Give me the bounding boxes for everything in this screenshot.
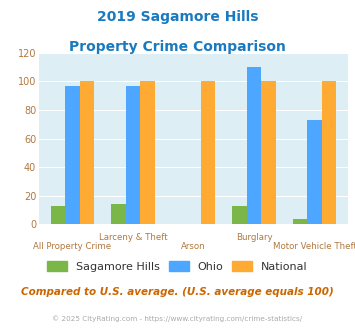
Bar [293, 219, 307, 224]
Bar [261, 82, 276, 224]
Text: 2019 Sagamore Hills: 2019 Sagamore Hills [97, 10, 258, 24]
Bar [140, 82, 155, 224]
Text: Property Crime Comparison: Property Crime Comparison [69, 40, 286, 53]
Bar [50, 206, 65, 224]
Text: Burglary: Burglary [236, 233, 272, 242]
Text: Compared to U.S. average. (U.S. average equals 100): Compared to U.S. average. (U.S. average … [21, 287, 334, 297]
Text: Motor Vehicle Theft: Motor Vehicle Theft [273, 242, 355, 250]
Text: Larceny & Theft: Larceny & Theft [99, 233, 167, 242]
Bar [307, 120, 322, 224]
Bar [126, 86, 140, 224]
Text: Arson: Arson [181, 242, 206, 250]
Bar [322, 82, 337, 224]
Legend: Sagamore Hills, Ohio, National: Sagamore Hills, Ohio, National [43, 256, 312, 276]
Text: All Property Crime: All Property Crime [33, 242, 111, 250]
Text: © 2025 CityRating.com - https://www.cityrating.com/crime-statistics/: © 2025 CityRating.com - https://www.city… [53, 315, 302, 322]
Bar [232, 206, 247, 224]
Bar [80, 82, 94, 224]
Bar [201, 82, 215, 224]
Bar [247, 67, 261, 224]
Bar [65, 86, 80, 224]
Bar [111, 204, 126, 224]
